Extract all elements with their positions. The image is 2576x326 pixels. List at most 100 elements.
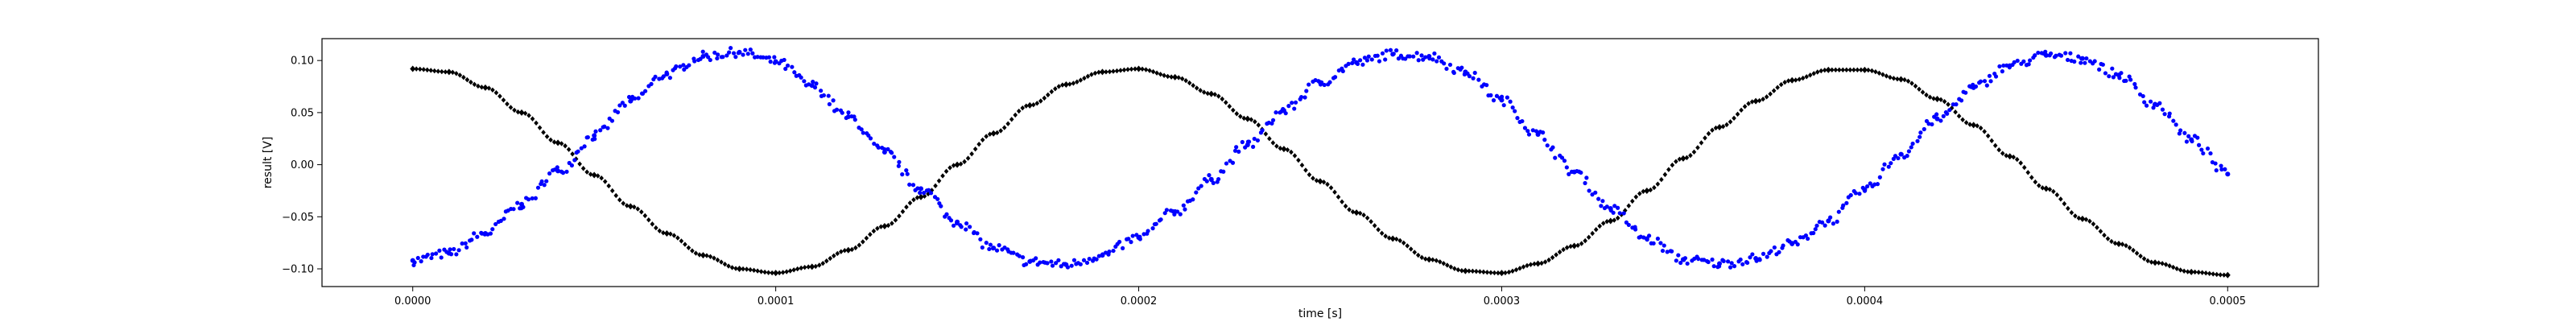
series-marker (1746, 101, 1751, 106)
series-marker (780, 270, 786, 275)
series-marker (1204, 179, 1209, 184)
series-marker (1732, 115, 1736, 122)
series-marker (772, 60, 777, 65)
series-marker (1997, 64, 2002, 69)
series-marker (642, 213, 648, 219)
series-marker (1771, 88, 1777, 93)
series-marker (1913, 83, 1918, 89)
series-marker (1506, 269, 1512, 275)
series-marker (1806, 236, 1810, 241)
series-marker (1063, 262, 1067, 266)
series-marker (1335, 194, 1341, 200)
series-marker (1777, 250, 1781, 254)
series-marker (1377, 59, 1382, 64)
series-marker (2091, 221, 2096, 227)
series-marker (947, 165, 952, 171)
series-marker (564, 169, 569, 174)
series-marker (628, 204, 634, 209)
series-marker (777, 270, 782, 276)
series-marker (1393, 236, 1399, 242)
series-marker (1888, 74, 1893, 80)
series-marker (667, 76, 673, 80)
series-marker (1670, 249, 1674, 254)
series-marker (497, 93, 502, 99)
series-marker (1467, 268, 1472, 274)
series-marker (990, 246, 996, 251)
series-marker (1996, 147, 2001, 153)
series-marker (1020, 255, 1026, 260)
series-marker (598, 128, 603, 133)
series-marker (512, 107, 517, 113)
series-marker (1183, 77, 1188, 84)
series-marker (1564, 165, 1569, 170)
series-marker (1833, 67, 1839, 73)
series-marker (872, 141, 877, 146)
series-marker (1554, 252, 1558, 258)
series-marker (1655, 181, 1661, 187)
series-marker (2225, 272, 2231, 278)
series-marker (501, 97, 506, 103)
series-marker (720, 55, 725, 60)
series-marker (599, 175, 604, 181)
series-marker (1388, 47, 1393, 52)
series-marker (834, 107, 840, 112)
series-marker (1401, 240, 1406, 246)
series-marker (678, 64, 683, 69)
series-marker (2076, 54, 2081, 59)
series-marker (722, 261, 728, 267)
series-marker (2083, 60, 2087, 65)
series-marker (751, 267, 757, 273)
series-marker (726, 263, 731, 269)
series-marker (1223, 100, 1228, 105)
series-marker (2171, 118, 2176, 123)
series-marker (1621, 211, 1626, 216)
series-marker (1104, 69, 1108, 75)
series-marker (584, 169, 589, 175)
series-marker (972, 146, 978, 152)
series-marker (1857, 192, 1862, 196)
series-marker (1612, 217, 1617, 223)
series-marker (886, 222, 891, 229)
series-marker (1674, 258, 1678, 263)
series-marker (675, 235, 680, 241)
series-marker (1530, 128, 1535, 133)
series-marker (1593, 190, 1598, 195)
series-marker (1918, 134, 1922, 139)
series-marker (1246, 139, 1252, 144)
series-marker (791, 267, 796, 273)
series-marker (1505, 95, 1509, 100)
series-marker (2156, 260, 2161, 266)
series-marker (2113, 72, 2119, 76)
series-marker (741, 52, 745, 57)
series-marker (447, 69, 452, 75)
series-marker (821, 93, 826, 98)
series-marker (1539, 260, 1544, 266)
y-tick-label: −0.10 (282, 264, 314, 276)
series-marker (1713, 125, 1719, 131)
series-marker (1583, 237, 1587, 244)
series-marker (1706, 259, 1711, 265)
series-marker (1775, 85, 1780, 90)
series-marker (482, 232, 487, 237)
series-marker (1520, 118, 1525, 124)
series-marker (640, 91, 646, 96)
series-marker (1725, 259, 1731, 264)
series-marker (1691, 149, 1697, 155)
series-marker (2021, 164, 2027, 171)
data-point (919, 186, 923, 192)
series-marker (1361, 213, 1366, 218)
series-marker (727, 50, 732, 55)
series-marker (2018, 160, 2024, 166)
series-marker (1100, 252, 1105, 257)
series-marker (700, 252, 706, 258)
series-marker (998, 128, 1003, 134)
series-marker (2103, 71, 2108, 76)
series-marker (1561, 246, 1566, 253)
series-marker (1459, 65, 1464, 70)
series-marker (444, 250, 449, 254)
series-marker (1403, 56, 1408, 61)
series-marker (1430, 57, 1435, 62)
series-marker (1862, 67, 1868, 73)
series-marker (704, 253, 709, 258)
